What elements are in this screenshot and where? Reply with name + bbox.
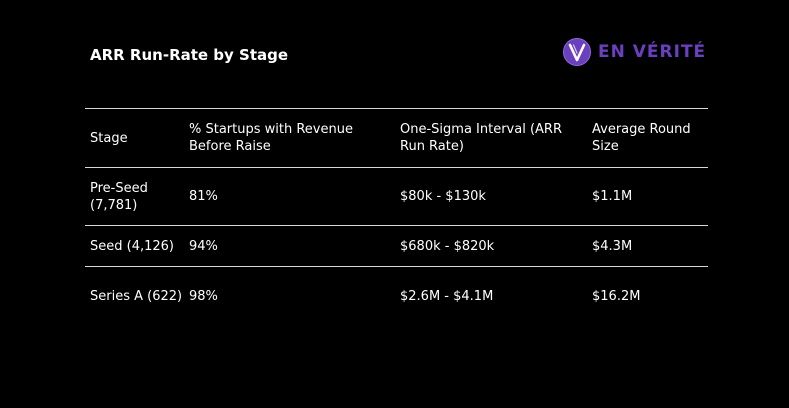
cell-stage: Series A (622)	[90, 289, 183, 304]
arr-table: Stage % Startups with Revenue Before Rai…	[85, 108, 708, 326]
header-average-round-size: Average Round Size	[587, 108, 708, 168]
v-circle-logo-icon	[563, 38, 591, 66]
header-revenue-before-raise: % Startups with Revenue Before Raise	[184, 108, 395, 168]
table-row: Series A (622) 98% $2.6M - $4.1M $16.2M	[85, 267, 708, 327]
cell-revenue-pct: 81%	[184, 167, 395, 226]
cell-revenue-pct: 98%	[189, 289, 218, 304]
table-row: Pre-Seed (7,781) 81% $80k - $130k $1.1M	[85, 167, 708, 226]
brand-wordmark: EN VÉRITÉ	[598, 42, 707, 62]
cell-interval: $2.6M - $4.1M	[400, 289, 494, 304]
cell-round-size: $4.3M	[587, 225, 708, 267]
header-one-sigma-interval: One-Sigma Interval (ARR Run Rate)	[395, 108, 587, 168]
cell-stage: Pre-Seed (7,781)	[85, 167, 184, 226]
cell-interval: $80k - $130k	[395, 167, 587, 226]
cell-round-size: $16.2M	[592, 289, 641, 304]
page-title: ARR Run-Rate by Stage	[90, 46, 289, 64]
header-stage: Stage	[85, 108, 184, 168]
brand-logo: EN VÉRITÉ	[562, 35, 706, 69]
table-header-row: Stage % Startups with Revenue Before Rai…	[85, 108, 708, 168]
table-row: Seed (4,126) 94% $680k - $820k $4.3M	[85, 225, 708, 267]
cell-round-size: $1.1M	[587, 167, 708, 226]
cell-stage: Seed (4,126)	[85, 225, 184, 267]
cell-interval: $680k - $820k	[395, 225, 587, 267]
cell-revenue-pct: 94%	[184, 225, 395, 267]
